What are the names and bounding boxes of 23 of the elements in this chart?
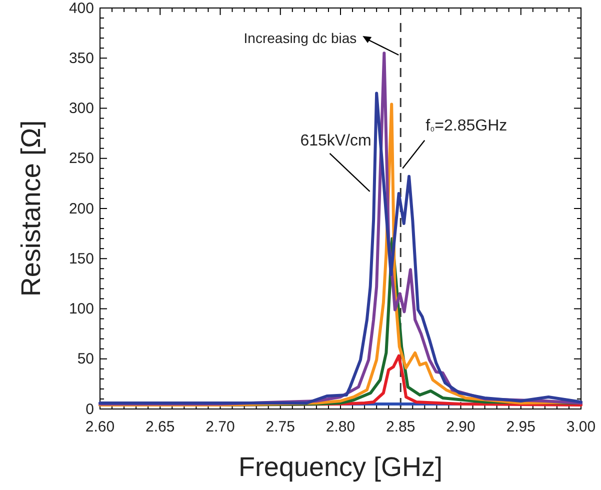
y-tick-label: 50 <box>77 350 94 368</box>
y-tick-label: 100 <box>68 300 94 318</box>
y-tick-label: 300 <box>68 100 94 118</box>
annotation: Increasing dc bias <box>244 30 357 46</box>
annotation: 615kV/cm <box>300 132 372 150</box>
x-tick-label: 2.80 <box>326 418 356 436</box>
y-tick-label: 200 <box>68 200 94 218</box>
y-axis-title: Resistance [Ω] <box>16 120 46 297</box>
x-tick-label: 2.90 <box>446 418 476 436</box>
y-tick-label: 400 <box>68 0 94 17</box>
ref-line-label: f₀=2.85GHz <box>426 117 508 134</box>
x-tick-label: 3.00 <box>566 418 596 436</box>
x-tick-label: 2.70 <box>206 418 235 436</box>
x-tick-label: 2.95 <box>506 418 536 436</box>
x-axis-title: Frequency [GHz] <box>238 452 443 482</box>
x-tick-label: 2.60 <box>85 418 115 436</box>
y-tick-label: 350 <box>68 50 94 67</box>
x-tick-label: 2.85 <box>386 418 416 436</box>
y-tick-label: 0 <box>86 400 94 418</box>
x-tick-label: 2.75 <box>266 418 295 436</box>
y-tick-label: 150 <box>68 250 94 268</box>
x-tick-label: 2.65 <box>146 418 175 436</box>
y-tick-label: 250 <box>68 150 94 168</box>
